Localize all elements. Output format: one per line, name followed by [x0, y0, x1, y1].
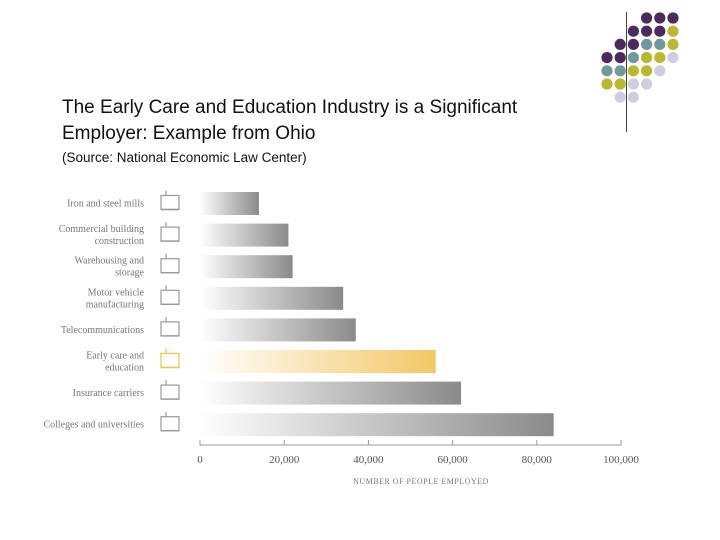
decorative-dot — [641, 52, 653, 64]
category-label-1: Commercial building construction — [59, 224, 144, 247]
slide-title: The Early Care and Education Industry is… — [62, 97, 518, 144]
decorative-dot — [654, 12, 666, 24]
decorative-dot — [641, 65, 653, 77]
bar-2 — [200, 255, 293, 279]
decorative-dot — [654, 65, 666, 77]
decorative-dot — [654, 52, 666, 64]
category-label-6: Insurance carriers — [73, 388, 144, 399]
x-tick-label-1: 20,000 — [269, 454, 300, 466]
decorative-dot — [641, 78, 653, 90]
category-label-7: Colleges and universities — [43, 420, 144, 431]
slide-source: (Source: National Economic Law Center) — [62, 150, 307, 165]
decorative-dot — [654, 38, 666, 51]
x-tick-label-3: 60,000 — [437, 454, 468, 466]
bar-5 — [200, 350, 436, 373]
decorative-dot — [627, 38, 640, 51]
category-label-5: Early care and education — [86, 351, 144, 374]
telephone-pole-icon — [160, 316, 180, 337]
decorative-dot — [601, 65, 613, 77]
decorative-dot — [627, 25, 640, 37]
x-tick-label-2: 40,000 — [353, 454, 384, 466]
decorative-dot — [627, 78, 640, 90]
x-tick-label-4: 80,000 — [522, 454, 553, 466]
x-tick-label-0: 0 — [197, 454, 203, 466]
bar-1 — [200, 223, 289, 247]
decorative-dot — [614, 38, 626, 51]
x-tick-label-5: 100,000 — [603, 454, 639, 466]
category-label-4: Telecommunications — [61, 325, 144, 336]
decorative-dot — [614, 52, 626, 64]
category-label-3: Motor vehicle manufacturing — [86, 287, 145, 310]
category-label-0: Iron and steel mills — [67, 199, 144, 210]
decorative-dot — [614, 78, 626, 90]
decorative-dot — [641, 12, 653, 24]
decorative-dot — [641, 38, 653, 51]
factory-icon — [160, 190, 180, 211]
decorative-dot — [667, 12, 679, 24]
decorative-divider — [626, 12, 627, 132]
decorative-dot — [627, 91, 640, 103]
bar-7 — [200, 413, 554, 437]
decorative-dot — [601, 52, 613, 64]
decorative-dot — [654, 25, 666, 37]
decorative-dot — [641, 25, 653, 37]
crane-icon — [160, 222, 180, 242]
warehouse-icon — [160, 253, 180, 274]
decorative-dot — [601, 78, 613, 90]
decorative-dot — [627, 65, 640, 77]
car-icon — [160, 285, 180, 305]
decorative-dot — [667, 38, 679, 51]
bar-3 — [200, 286, 344, 310]
decorative-dot — [614, 91, 626, 103]
umbrella-icon — [160, 380, 180, 400]
college-building-icon — [160, 411, 180, 432]
bar-0 — [200, 192, 259, 215]
category-label-2: Warehousing and storage — [75, 256, 145, 279]
decorative-dot — [667, 25, 679, 37]
x-axis-title: NUMBER OF PEOPLE EMPLOYED — [353, 477, 489, 486]
bar-6 — [200, 381, 462, 405]
bar-4 — [200, 318, 356, 342]
decorative-dot — [667, 52, 679, 64]
decorative-dot — [627, 52, 640, 64]
decorative-dot — [614, 65, 626, 77]
children-icon — [160, 348, 180, 369]
